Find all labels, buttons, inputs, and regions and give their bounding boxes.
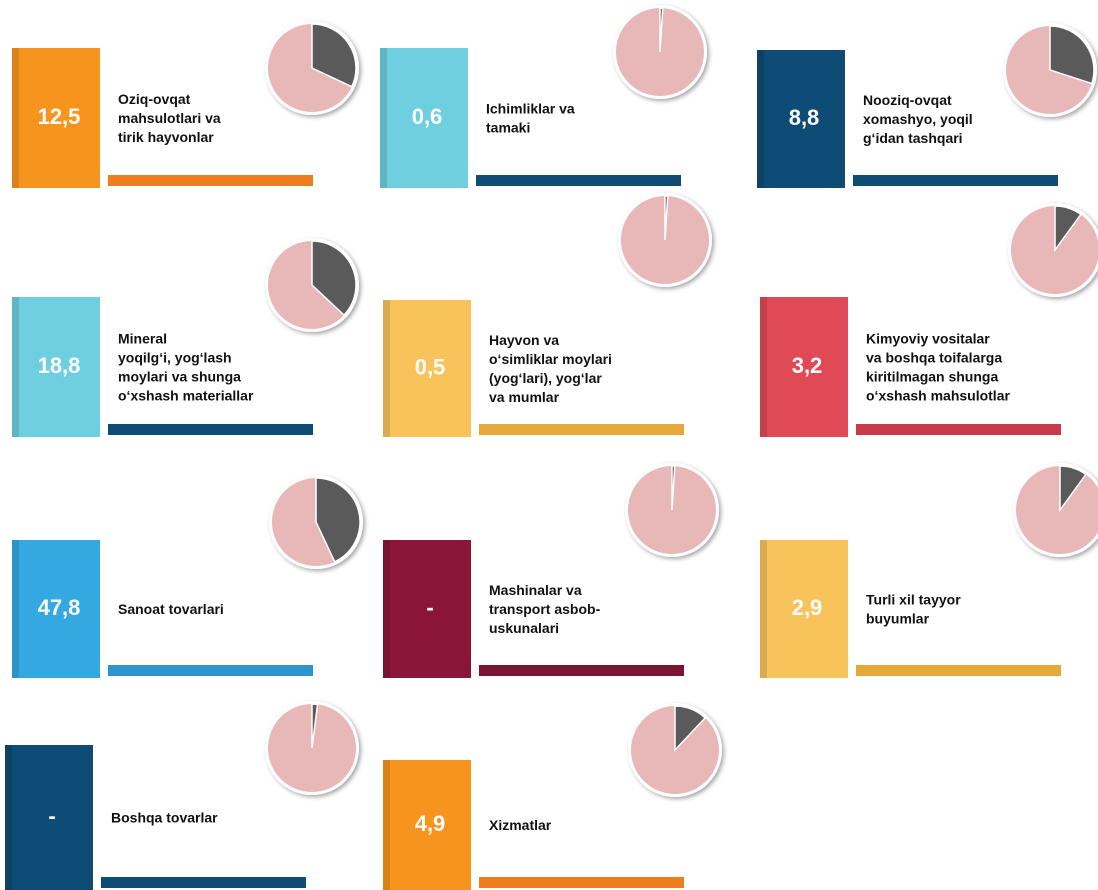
value-box-edge: [12, 540, 19, 678]
category-label: tirik hayvonlar: [118, 129, 214, 145]
value-box-edge: [5, 745, 12, 890]
tile: 2,9 Turli xil tayyor buyumlar: [760, 463, 1098, 678]
tile: - Boshqa tovarlar: [5, 701, 359, 890]
value-box-edge: [12, 297, 19, 437]
category-label: (yog‘lari), yog‘lar: [489, 370, 602, 386]
value-box-edge: [760, 540, 767, 678]
tile: 4,9 Xizmatlar: [383, 703, 722, 890]
underline-bar: [476, 175, 681, 186]
value-box: [383, 760, 471, 890]
category-label: xomashyo, yoqil: [863, 111, 973, 127]
category-label: Kimyoviy vositalar: [866, 331, 990, 347]
value-box-edge: [757, 50, 764, 188]
value-box-edge: [380, 48, 387, 188]
underline-bar: [853, 175, 1058, 186]
tile: 12,5 Oziq-ovqat mahsulotlari va tirik hayvo…: [12, 21, 359, 188]
category-label: o‘simliklar moylari: [489, 351, 612, 367]
tile: 3,2 Kimyoviy vositalar va boshqa toifalarg…: [760, 203, 1098, 437]
category-label: o‘xshash mahsulotlar: [866, 388, 1010, 404]
underline-bar: [108, 665, 313, 676]
tile: 18,8 Mineral yoqilg‘i, yog‘lash moylari va …: [12, 238, 359, 437]
pie-slice: [315, 477, 361, 563]
value-box-edge: [383, 300, 390, 437]
category-label: Sanoat tovarlari: [118, 601, 224, 617]
underline-bar: [856, 424, 1061, 435]
pie-slice: [664, 195, 669, 241]
value-box-edge: [383, 540, 390, 678]
category-label: va mumlar: [489, 389, 560, 405]
value-box-edge: [760, 297, 767, 437]
value-box: [757, 50, 845, 188]
category-label: Oziq-ovqat: [118, 91, 191, 107]
category-label: tamaki: [486, 120, 530, 136]
category-label: o‘xshash materiallar: [118, 388, 254, 404]
value-box-edge: [383, 760, 390, 890]
value-box: [760, 297, 848, 437]
category-label: Mineral: [118, 331, 167, 347]
category-label: va boshqa toifalarga: [866, 350, 1002, 366]
value-box: [380, 48, 468, 188]
underline-bar: [101, 877, 306, 888]
pie-slice: [1059, 465, 1087, 513]
category-label: yoqilg‘i, yog‘lash: [118, 350, 232, 366]
value-box: [5, 745, 93, 890]
pie-slice: [1049, 25, 1095, 85]
underline-bar: [479, 877, 684, 888]
value-text: 8,8: [789, 105, 820, 130]
category-label: Xizmatlar: [489, 817, 552, 833]
tile: 0,5 Hayvon va o‘simliklar moylari (yog‘lari…: [383, 193, 712, 437]
value-text: 18,8: [38, 353, 81, 378]
value-text: 0,5: [415, 354, 446, 379]
tile: 0,6 Ichimliklar va tamaki: [380, 5, 707, 188]
category-label: Mashinalar va: [489, 582, 582, 598]
underline-bar: [856, 665, 1061, 676]
category-label: Nooziq-ovqat: [863, 92, 952, 108]
value-box: [12, 297, 100, 437]
value-box: [12, 48, 100, 188]
tile: - Mashinalar va transport asbob-uskunalari: [383, 463, 719, 678]
category-label: kiritilmagan shunga: [866, 369, 998, 385]
value-text: 3,2: [792, 353, 823, 378]
category-label: transport asbob-: [489, 601, 601, 617]
value-text: 12,5: [38, 104, 81, 129]
category-label: Turli xil tayyor: [866, 592, 961, 608]
underline-bar: [479, 424, 684, 435]
value-box: [12, 540, 100, 678]
category-label: buyumlar: [866, 611, 930, 627]
value-text: -: [426, 595, 433, 620]
value-text: 4,9: [415, 811, 446, 836]
pie-background: [1016, 466, 1098, 554]
category-label: mahsulotlari va: [118, 110, 221, 126]
value-text: -: [48, 803, 55, 828]
value-box-edge: [12, 48, 19, 188]
tile: 47,8 Sanoat tovarlari: [12, 475, 363, 678]
category-label: uskunalari: [489, 620, 559, 636]
value-text: 0,6: [412, 104, 443, 129]
value-box: [383, 300, 471, 437]
category-label: Boshqa tovarlar: [111, 810, 218, 826]
value-text: 2,9: [792, 595, 823, 620]
category-label: Ichimliklar va: [486, 101, 575, 117]
value-text: 47,8: [38, 595, 81, 620]
value-box: [760, 540, 848, 678]
value-box: [383, 540, 471, 678]
pie-slice: [311, 240, 357, 317]
pie-slice: [671, 465, 676, 511]
pie-slice: [311, 23, 357, 88]
category-label: g‘idan tashqari: [863, 130, 963, 146]
pie-slice: [674, 705, 707, 752]
underline-bar: [108, 424, 313, 435]
category-label: moylari va shunga: [118, 369, 241, 385]
pie-slice: [1054, 205, 1082, 253]
pie-slice: [659, 7, 664, 53]
underline-bar: [108, 175, 313, 186]
category-label: Hayvon va: [489, 332, 559, 348]
underline-bar: [479, 665, 684, 676]
pie-slice: [311, 703, 319, 749]
tile: 8,8 Nooziq-ovqat xomashyo, yoqil g‘idan tas…: [757, 23, 1097, 188]
